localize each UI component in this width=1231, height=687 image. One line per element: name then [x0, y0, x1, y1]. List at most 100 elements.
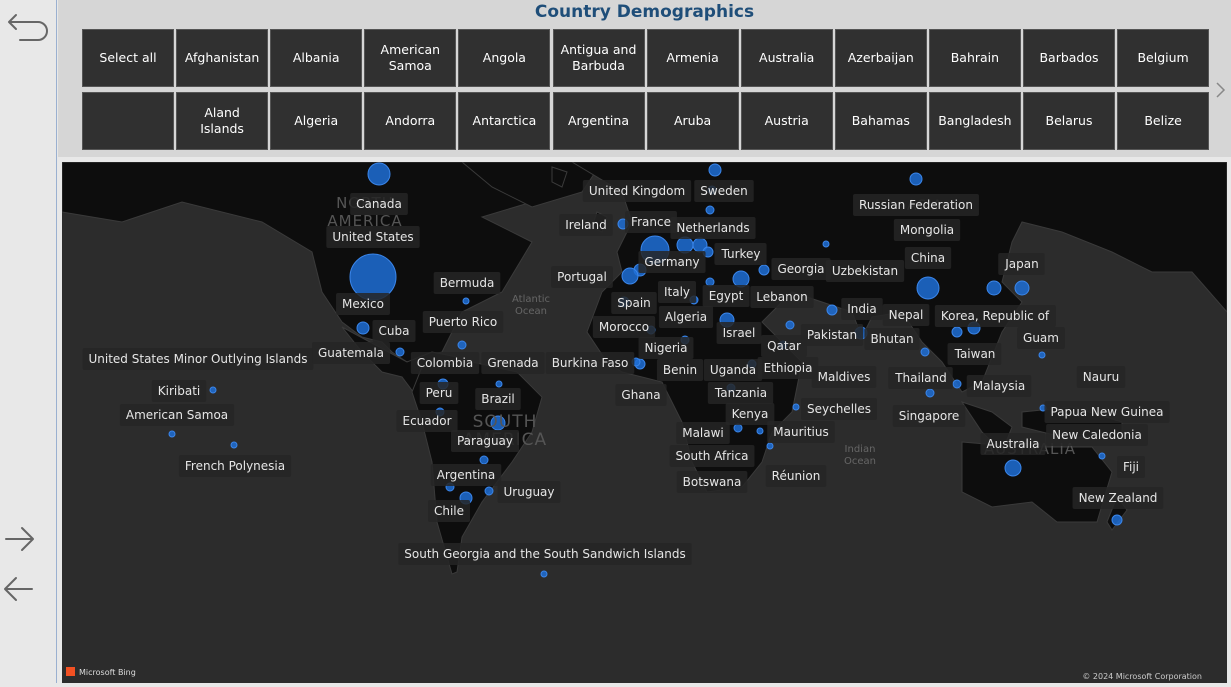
label-background	[592, 316, 656, 338]
slicer-button[interactable]: Antigua and Barbuda	[552, 29, 645, 87]
slicer-button[interactable]: Antarctica	[458, 92, 551, 150]
bing-logo	[66, 667, 75, 676]
label-background	[811, 366, 877, 388]
country-label: Guam	[1023, 331, 1059, 345]
country-label: Lebanon	[756, 290, 807, 304]
next-button[interactable]	[5, 527, 34, 551]
label-background	[398, 543, 692, 565]
slicer-button[interactable]: Australia	[740, 29, 833, 87]
slicer-button[interactable]: Bahrain	[928, 29, 1021, 87]
slicer-button[interactable]: Aruba	[646, 92, 739, 150]
previous-button[interactable]	[4, 577, 33, 601]
label-background	[396, 410, 458, 432]
slicer-button[interactable]: Belize	[1117, 92, 1210, 150]
bubble	[822, 240, 830, 248]
label-background	[119, 404, 235, 426]
slicer-button[interactable]	[82, 92, 174, 150]
slicer-next[interactable]	[1214, 80, 1228, 100]
bubble	[925, 388, 935, 398]
bubble	[986, 280, 1002, 296]
country-label: Botswana	[683, 475, 742, 489]
slicer-button[interactable]: American Samoa	[364, 29, 457, 87]
header: Country Demographics Select all Afghanist…	[58, 0, 1231, 157]
country-label: Korea, Republic of	[941, 309, 1050, 323]
bubble	[209, 386, 217, 394]
slicer-button[interactable]: Bangladesh	[928, 92, 1021, 150]
label-background	[714, 243, 767, 265]
region-label: SOUTH	[473, 412, 538, 432]
attribution: Microsoft Bing	[79, 668, 136, 677]
label-background	[326, 226, 420, 248]
bubble	[540, 570, 548, 578]
label-background	[670, 217, 756, 239]
label-background	[350, 193, 408, 215]
label-background	[372, 320, 416, 342]
label-background	[433, 272, 501, 294]
slicer-button[interactable]: Armenia	[646, 29, 739, 87]
country-label: Turkey	[720, 247, 760, 261]
region-label: AMERICA	[327, 212, 402, 230]
label-background	[410, 352, 480, 374]
bubble	[705, 205, 715, 215]
country-label: Burkina Faso	[552, 356, 629, 370]
label-background	[893, 219, 961, 241]
country-label: Algeria	[665, 310, 707, 324]
label-background	[669, 445, 755, 467]
label-background	[966, 375, 1032, 397]
country-label: Puerto Rico	[429, 315, 497, 329]
slicer-button[interactable]: Bahamas	[834, 92, 927, 150]
label-background	[676, 471, 748, 493]
label-background	[825, 260, 905, 282]
country-label: Nigeria	[645, 341, 688, 355]
bubble	[1111, 514, 1123, 526]
label-background	[694, 180, 754, 202]
country-label: Ethiopia	[764, 361, 813, 375]
country-label: Colombia	[417, 356, 473, 370]
label-background	[1017, 327, 1065, 349]
slicer-button[interactable]: Andorra	[364, 92, 457, 150]
country-label: United States Minor Outlying Islands	[89, 352, 308, 366]
slicer-button[interactable]: Angola	[458, 29, 551, 87]
slicer-button[interactable]: Austria	[740, 92, 833, 150]
country-label: Cuba	[379, 324, 410, 338]
label-background	[638, 251, 706, 273]
country-label: Qatar	[767, 339, 801, 353]
map: NORTHAMERICASOUTHAMERICAASIAAUSTRALIAAtl…	[62, 162, 1227, 683]
country-label: Argentina	[437, 468, 496, 482]
label-background	[853, 194, 979, 216]
country-label: Papua New Guinea	[1050, 405, 1163, 419]
slicer-button[interactable]: Algeria	[270, 92, 363, 150]
bubble	[1038, 351, 1046, 359]
bubble	[758, 264, 770, 276]
country-label: Japan	[1004, 257, 1038, 271]
back-button[interactable]	[8, 14, 48, 41]
label-background	[947, 343, 1002, 365]
label-background	[904, 247, 952, 269]
country-label: India	[847, 302, 876, 316]
slicer-button[interactable]: Azerbaijan	[834, 29, 927, 87]
label-background	[1072, 487, 1164, 509]
ocean-label: Ocean	[844, 456, 876, 467]
country-label: Kenya	[732, 407, 769, 421]
slicer-button[interactable]: Belarus	[1023, 92, 1115, 150]
country-label: Malaysia	[973, 379, 1025, 393]
label-background	[178, 455, 292, 477]
label-background	[450, 430, 520, 452]
label-background	[638, 337, 694, 359]
slicer-button[interactable]: Select all	[82, 29, 174, 87]
label-background	[934, 305, 1056, 327]
slicer-button[interactable]: Barbados	[1023, 29, 1115, 87]
country-label: Uruguay	[504, 485, 555, 499]
label-background	[311, 342, 391, 364]
slicer-button[interactable]: Belgium	[1117, 29, 1210, 87]
label-background	[625, 211, 677, 233]
country-label: Portugal	[557, 270, 607, 284]
country-label: United Kingdom	[589, 184, 685, 198]
slicer-button[interactable]: Aland Islands	[176, 92, 269, 150]
slicer-button[interactable]: Argentina	[552, 92, 645, 150]
bubble	[1014, 280, 1030, 296]
slicer-button[interactable]: Albania	[270, 29, 363, 87]
bubble	[462, 297, 470, 305]
slicer-button[interactable]: Afghanistan	[176, 29, 269, 87]
country-label: France	[631, 215, 671, 229]
